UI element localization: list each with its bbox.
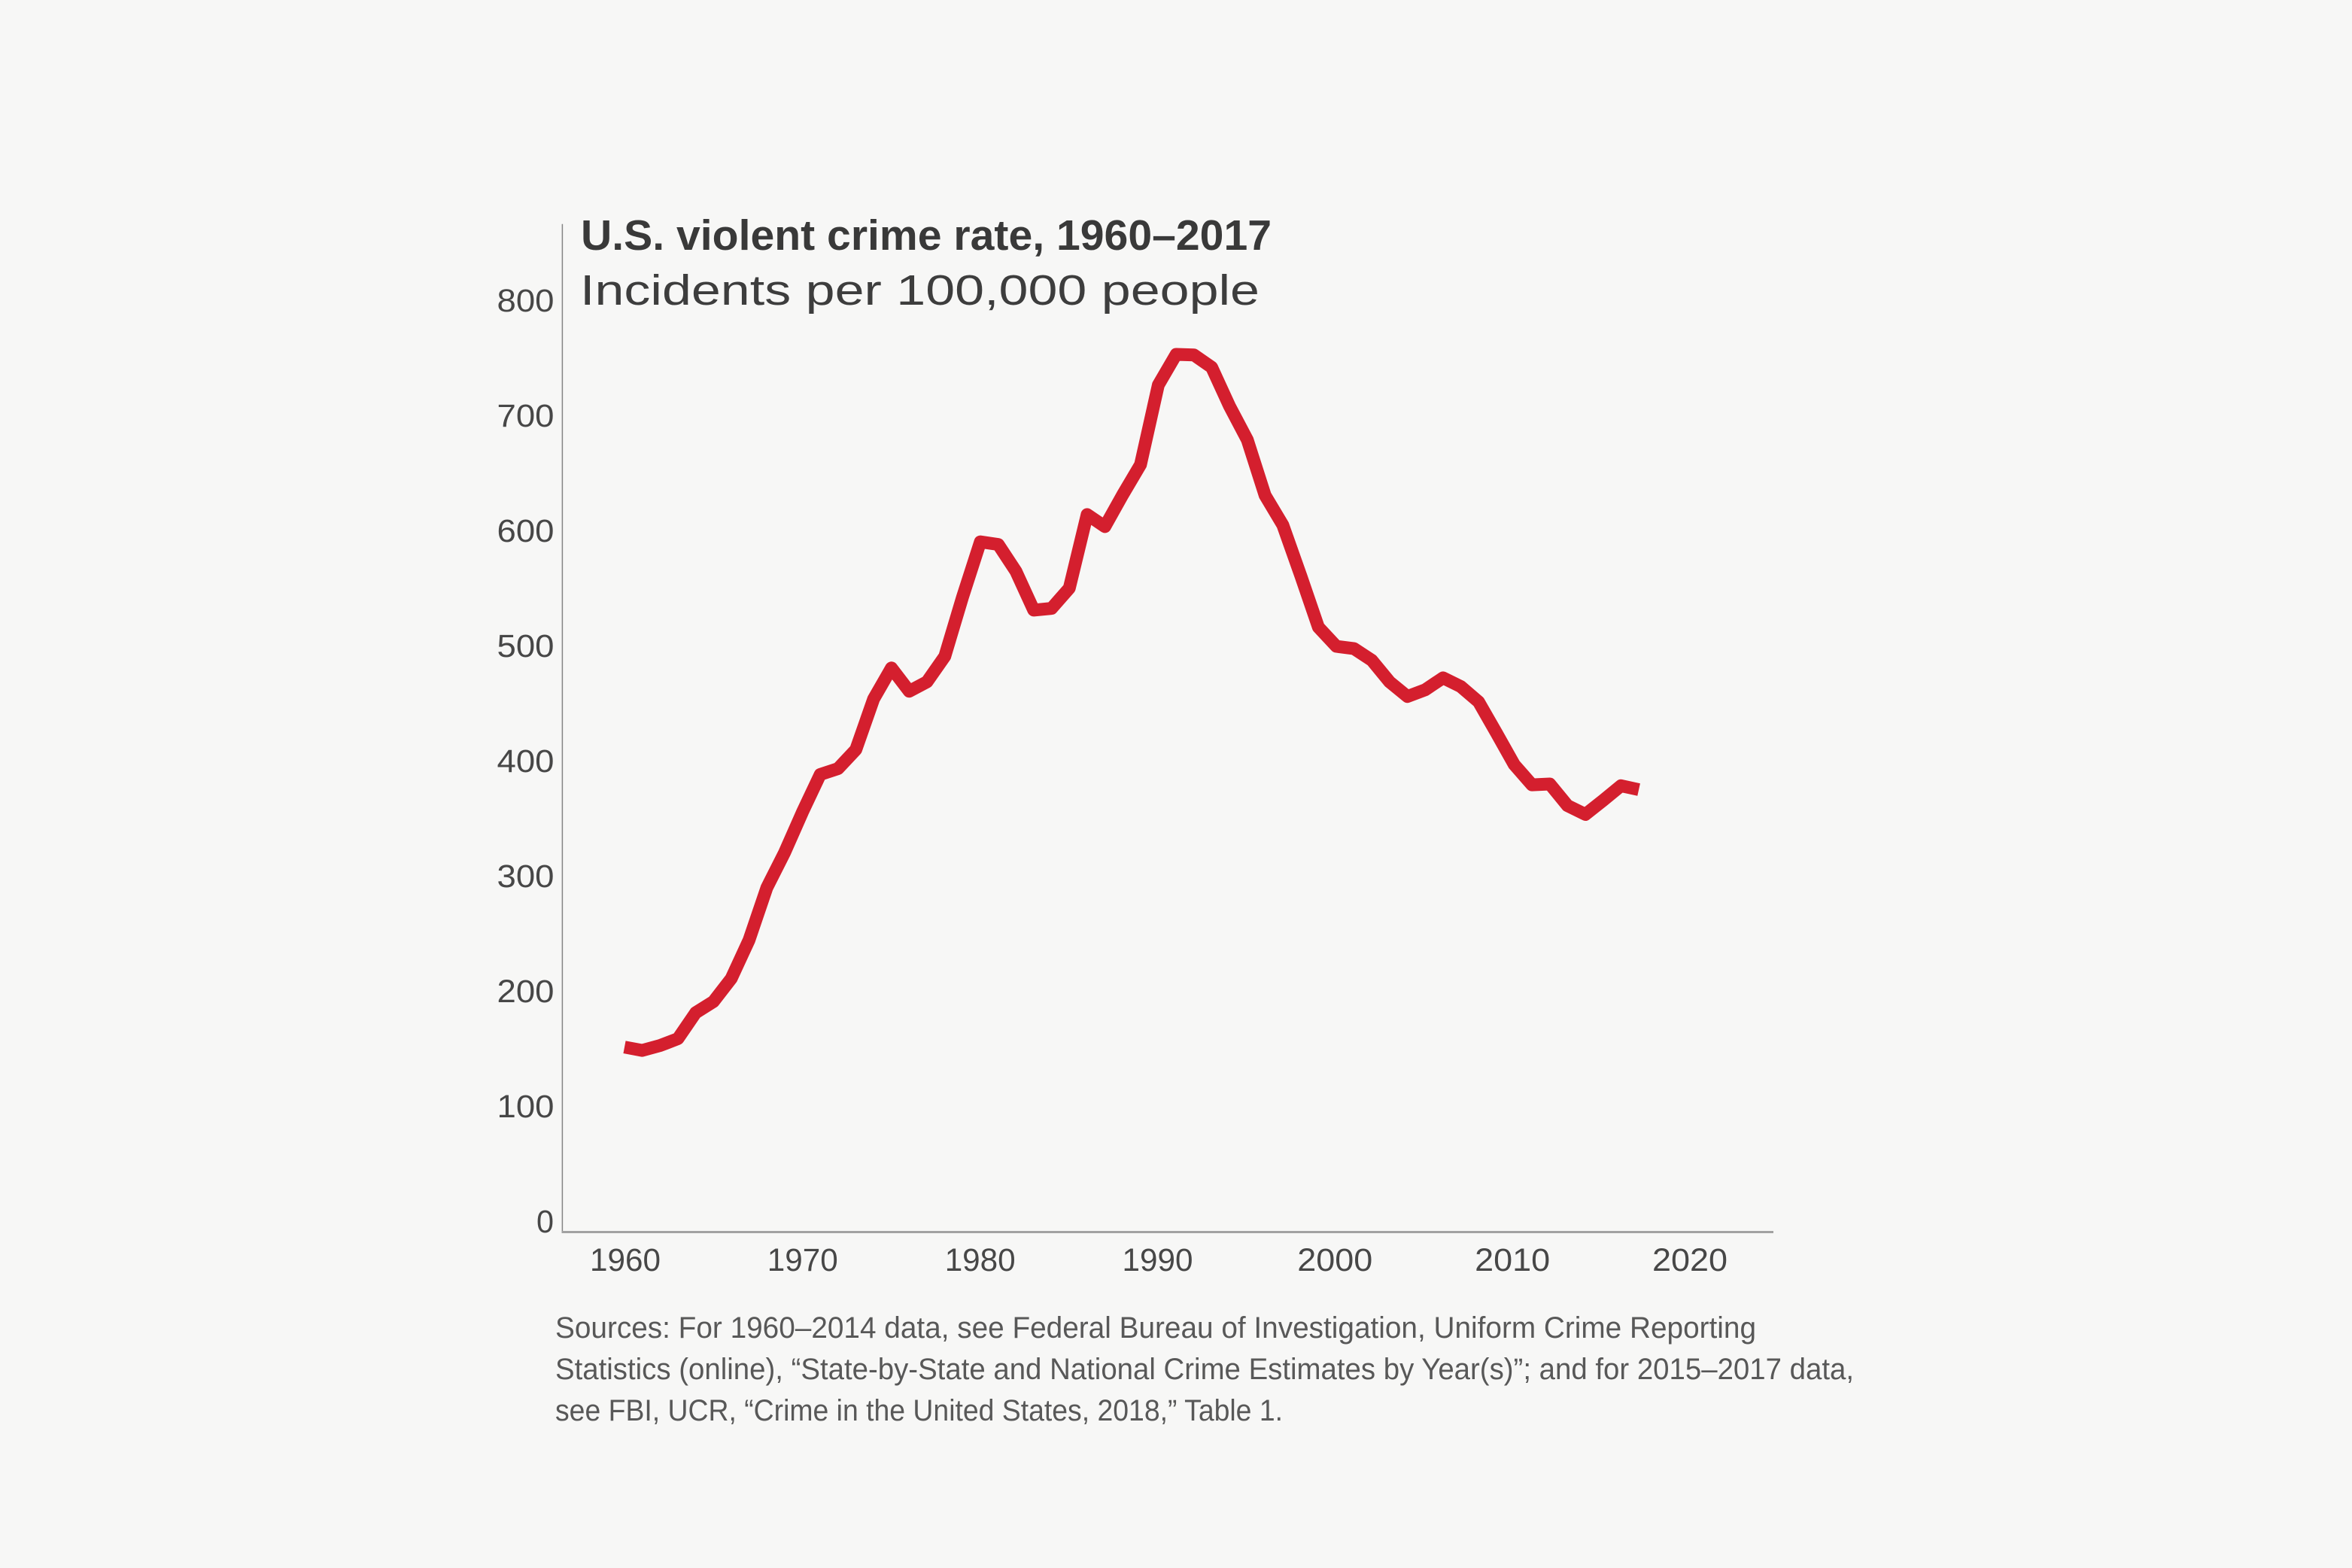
svg-text:U.S. violent crime rate, 1960–: U.S. violent crime rate, 1960–2017: [581, 211, 1272, 260]
svg-text:300: 300: [497, 859, 555, 895]
svg-text:Sources: For 1960–2014 data, s: Sources: For 1960–2014 data, see Federal…: [555, 1311, 1756, 1345]
svg-text:Incidents per 100,000 people: Incidents per 100,000 people: [580, 266, 1260, 315]
svg-text:1990: 1990: [1123, 1243, 1193, 1278]
svg-text:2010: 2010: [1475, 1243, 1550, 1278]
svg-text:1960: 1960: [590, 1243, 661, 1278]
svg-text:0: 0: [536, 1205, 554, 1240]
svg-text:200: 200: [497, 974, 555, 1010]
svg-text:700: 700: [497, 399, 555, 434]
svg-text:2020: 2020: [1652, 1243, 1728, 1278]
svg-text:Statistics (online), “State-by: Statistics (online), “State-by-State and…: [555, 1353, 1854, 1386]
svg-text:2000: 2000: [1297, 1243, 1372, 1278]
svg-text:see FBI, UCR, “Crime in the Un: see FBI, UCR, “Crime in the United State…: [555, 1394, 1283, 1427]
svg-text:1980: 1980: [945, 1243, 1016, 1278]
svg-text:1970: 1970: [767, 1243, 838, 1278]
svg-text:800: 800: [497, 284, 555, 319]
svg-text:500: 500: [497, 629, 555, 664]
svg-text:400: 400: [497, 744, 555, 779]
svg-text:100: 100: [497, 1089, 555, 1125]
svg-text:600: 600: [497, 514, 555, 549]
